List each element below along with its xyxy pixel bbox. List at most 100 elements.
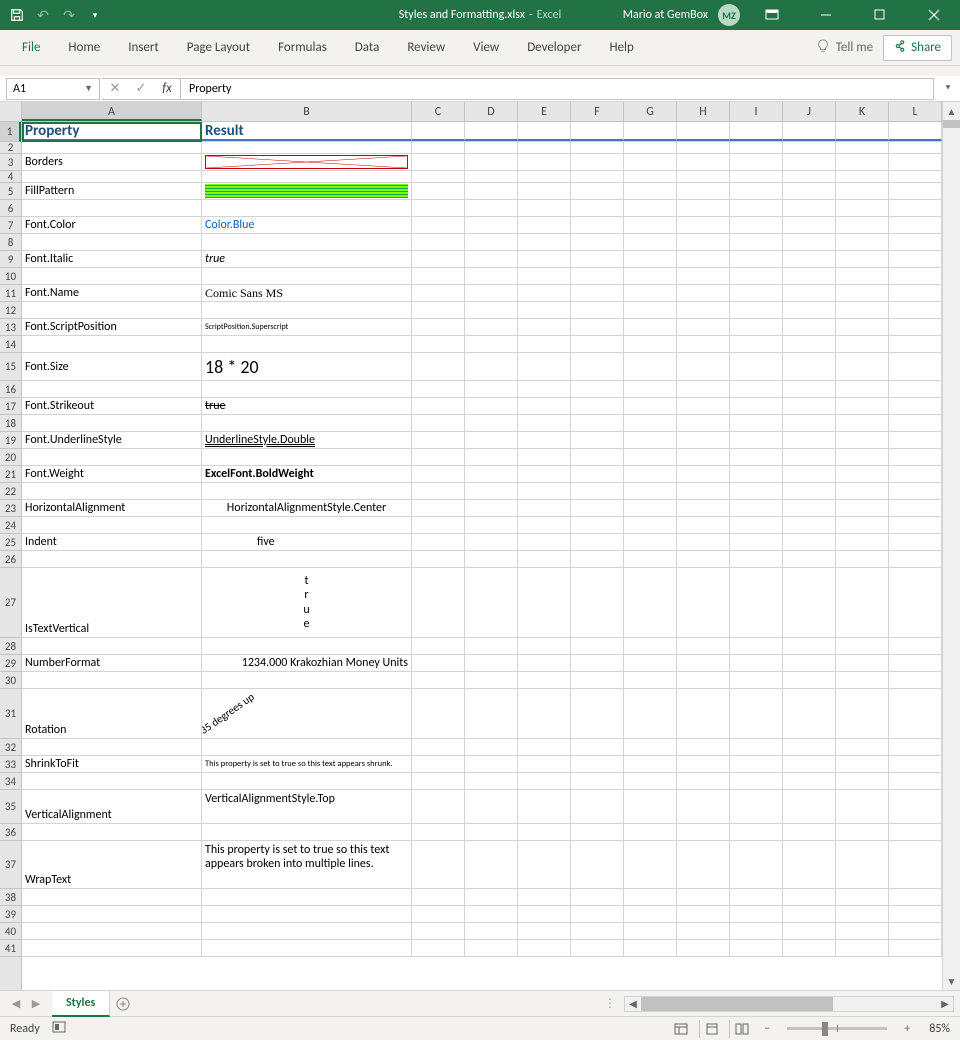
cell[interactable] (889, 268, 942, 284)
cell[interactable] (571, 154, 624, 170)
minimize-button[interactable] (804, 0, 848, 30)
cell[interactable]: NumberFormat (22, 655, 202, 671)
cell[interactable] (889, 353, 942, 380)
cell[interactable] (412, 906, 465, 922)
cell[interactable] (518, 906, 571, 922)
cell[interactable] (677, 773, 730, 789)
cell[interactable]: Font.Color (22, 217, 202, 233)
cell[interactable] (624, 517, 677, 533)
cell[interactable] (465, 824, 518, 840)
cell[interactable] (465, 923, 518, 939)
cell[interactable]: HorizontalAlignmentStyle.Center (202, 500, 412, 516)
cell[interactable] (836, 773, 889, 789)
sheet-splitter[interactable]: ⋮ (596, 996, 624, 1011)
cell[interactable] (202, 302, 412, 318)
cell[interactable] (783, 517, 836, 533)
row-header-9[interactable]: 9 (0, 251, 21, 268)
cell[interactable] (465, 517, 518, 533)
cell[interactable] (22, 551, 202, 567)
cell[interactable] (677, 200, 730, 216)
cell[interactable] (836, 466, 889, 482)
col-header-I[interactable]: I (730, 102, 783, 121)
cell[interactable] (412, 940, 465, 956)
cell[interactable] (730, 200, 783, 216)
cell[interactable] (836, 940, 889, 956)
cell[interactable] (836, 183, 889, 199)
cell[interactable] (889, 500, 942, 516)
cell[interactable] (836, 483, 889, 499)
cell[interactable] (624, 398, 677, 414)
cell[interactable]: VerticalAlignment (22, 790, 202, 823)
cell[interactable] (836, 824, 889, 840)
cell[interactable] (22, 517, 202, 533)
cell[interactable] (22, 923, 202, 939)
cell[interactable] (836, 251, 889, 267)
cell[interactable]: Font.Strikeout (22, 398, 202, 414)
cell[interactable] (412, 466, 465, 482)
cell[interactable] (624, 756, 677, 772)
row-header-14[interactable]: 14 (0, 336, 21, 353)
cell[interactable] (465, 483, 518, 499)
cell[interactable] (677, 841, 730, 888)
cell[interactable] (202, 142, 412, 153)
cell[interactable] (518, 336, 571, 352)
cell[interactable] (836, 122, 889, 141)
cell[interactable] (412, 824, 465, 840)
cell[interactable] (677, 500, 730, 516)
cell[interactable] (677, 534, 730, 550)
col-header-A[interactable]: A (22, 102, 202, 121)
view-page-layout-icon[interactable] (699, 1020, 723, 1038)
cell[interactable] (730, 923, 783, 939)
cell[interactable] (836, 285, 889, 301)
cell[interactable] (624, 773, 677, 789)
cell[interactable] (571, 381, 624, 397)
cell[interactable] (889, 200, 942, 216)
cell[interactable] (624, 551, 677, 567)
cell[interactable] (836, 234, 889, 250)
cell[interactable] (783, 432, 836, 448)
cell[interactable] (202, 517, 412, 533)
cell[interactable] (624, 739, 677, 755)
cell[interactable] (518, 638, 571, 654)
cell[interactable] (518, 466, 571, 482)
cell[interactable] (836, 739, 889, 755)
cell[interactable] (412, 672, 465, 688)
cell[interactable] (412, 398, 465, 414)
cell[interactable] (571, 336, 624, 352)
cell[interactable] (202, 171, 412, 182)
cell[interactable] (783, 889, 836, 905)
cell[interactable] (624, 906, 677, 922)
cell[interactable] (412, 923, 465, 939)
cell[interactable] (22, 739, 202, 755)
scroll-up-icon[interactable]: ▲ (943, 102, 960, 120)
cell[interactable] (412, 483, 465, 499)
cell[interactable] (412, 790, 465, 823)
cell[interactable] (202, 940, 412, 956)
zoom-handle[interactable] (822, 1022, 828, 1036)
cell[interactable] (412, 251, 465, 267)
cell[interactable] (465, 500, 518, 516)
cell[interactable] (465, 217, 518, 233)
zoom-slider[interactable] (787, 1027, 887, 1030)
cell[interactable] (783, 672, 836, 688)
cell[interactable] (465, 568, 518, 637)
tab-view[interactable]: View (459, 30, 513, 66)
cell[interactable]: FillPattern (22, 183, 202, 199)
cell[interactable] (730, 466, 783, 482)
cell[interactable] (412, 268, 465, 284)
cell[interactable] (783, 773, 836, 789)
cell[interactable] (783, 790, 836, 823)
cell[interactable] (412, 234, 465, 250)
cell[interactable] (889, 923, 942, 939)
cell[interactable] (202, 183, 412, 199)
cell[interactable] (889, 466, 942, 482)
cell[interactable] (730, 171, 783, 182)
cell[interactable] (412, 415, 465, 431)
cell[interactable] (677, 353, 730, 380)
hscroll-track[interactable] (641, 997, 937, 1011)
row-header-15[interactable]: 15 (0, 353, 21, 381)
cell[interactable] (783, 923, 836, 939)
row-header-5[interactable]: 5 (0, 183, 21, 200)
cell[interactable] (624, 234, 677, 250)
row-header-18[interactable]: 18 (0, 415, 21, 432)
